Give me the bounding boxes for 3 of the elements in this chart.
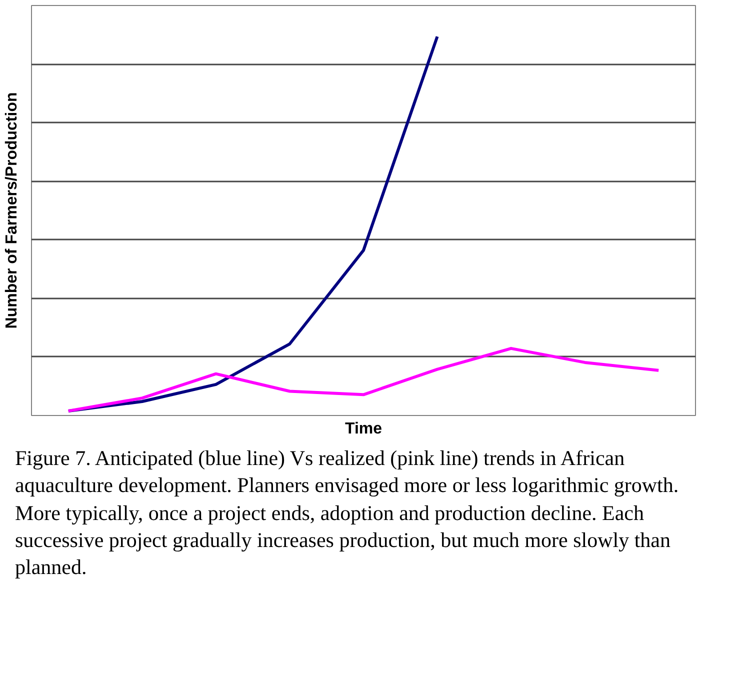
caption: Figure 7. Anticipated (blue line) Vs realized (pink line) trends in African aquaculture development. Planners envisaged more or less logarithmic growth. More typically, once a project ends, adoption and production decline. Each successive project gradually increases production, but much more slowly than planned. bbox=[15, 445, 680, 582]
y-axis-title: Number of Farmers/Production bbox=[4, 92, 20, 329]
x-axis-title: Time bbox=[344, 420, 382, 438]
